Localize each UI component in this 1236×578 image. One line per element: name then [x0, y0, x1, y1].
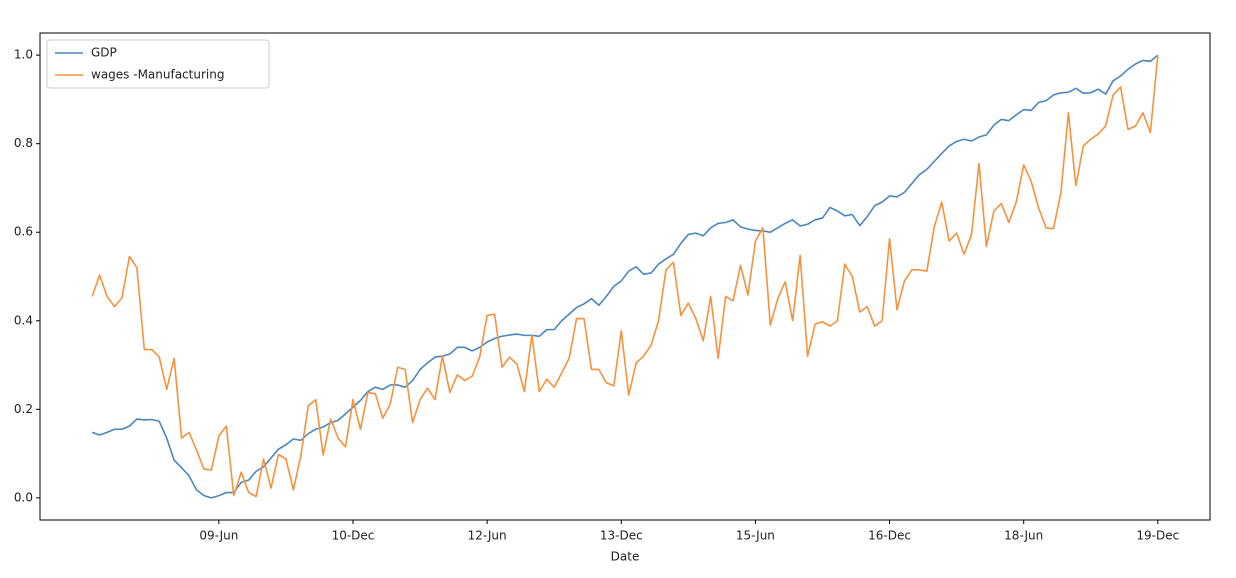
y-tick-label: 0.6: [14, 225, 33, 239]
line-series: [91, 54, 1159, 499]
x-tick-label: 16-Dec: [868, 529, 911, 543]
x-tick-label: 19-Dec: [1136, 529, 1179, 543]
legend-box: [46, 39, 270, 89]
x-tick-label: 12-Jun: [468, 529, 507, 543]
line-series: [91, 55, 1159, 498]
x-tick-label: 13-Dec: [600, 529, 643, 543]
y-tick-label: 0.2: [14, 402, 33, 416]
x-tick-label: 10-Dec: [332, 529, 375, 543]
y-tick-label: 0.8: [14, 136, 33, 150]
legend-label: wages -Manufacturing: [91, 68, 224, 82]
x-axis-label: Date: [611, 550, 640, 564]
y-tick-label: 0.4: [14, 313, 33, 327]
legend-label: GDP: [91, 46, 117, 60]
x-tick-label: 15-Jun: [736, 529, 775, 543]
y-tick-label: 1.0: [14, 48, 33, 62]
y-tick-label: 0.0: [14, 490, 33, 504]
x-tick-label: 18-Jun: [1004, 529, 1043, 543]
x-tick-label: 09-Jun: [199, 529, 238, 543]
